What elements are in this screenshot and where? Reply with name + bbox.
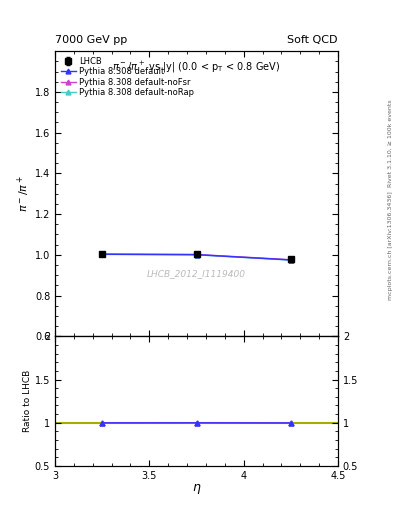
Text: 7000 GeV pp: 7000 GeV pp bbox=[55, 35, 127, 45]
Text: LHCB_2012_I1119400: LHCB_2012_I1119400 bbox=[147, 269, 246, 278]
Legend: LHCB, Pythia 8.308 default, Pythia 8.308 default-noFsr, Pythia 8.308 default-noR: LHCB, Pythia 8.308 default, Pythia 8.308… bbox=[59, 55, 196, 98]
Y-axis label: Ratio to LHCB: Ratio to LHCB bbox=[23, 370, 32, 432]
X-axis label: $\eta$: $\eta$ bbox=[192, 482, 201, 496]
Y-axis label: $\pi^-/\pi^+$: $\pi^-/\pi^+$ bbox=[16, 175, 32, 212]
Text: mcplots.cern.ch [arXiv:1306.3436]: mcplots.cern.ch [arXiv:1306.3436] bbox=[388, 191, 393, 300]
Text: Soft QCD: Soft QCD bbox=[288, 35, 338, 45]
Text: Rivet 3.1.10, ≥ 100k events: Rivet 3.1.10, ≥ 100k events bbox=[388, 99, 393, 187]
Text: $\pi^-/\pi^+$ vs |y| (0.0 < p$_\mathrm{T}$ < 0.8 GeV): $\pi^-/\pi^+$ vs |y| (0.0 < p$_\mathrm{T… bbox=[112, 60, 281, 75]
